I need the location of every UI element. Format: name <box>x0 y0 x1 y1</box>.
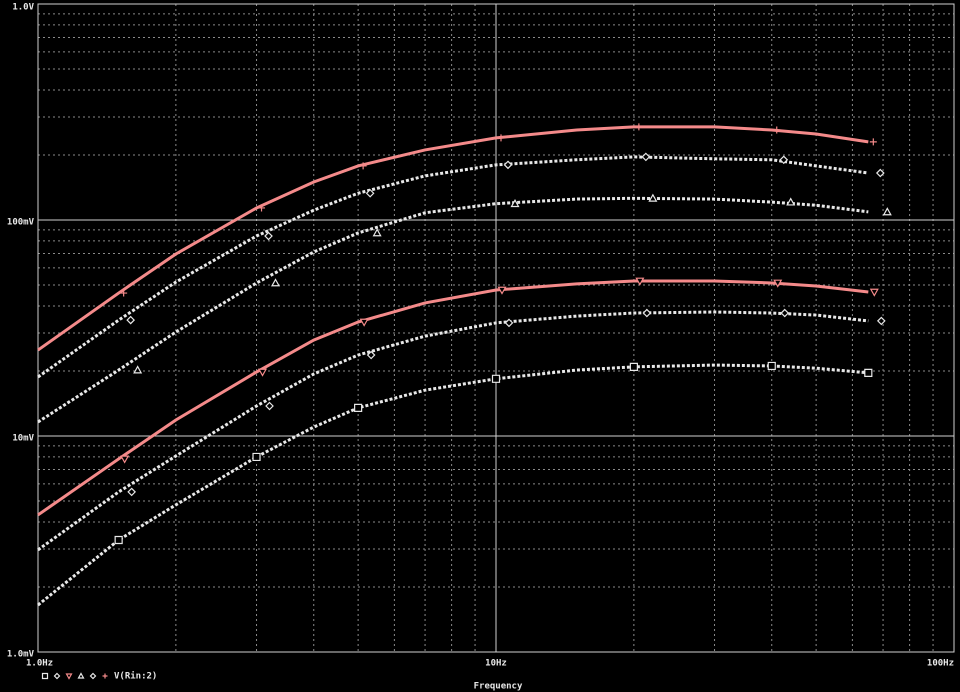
y-tick-label: 1.0V <box>12 3 34 13</box>
series-marker <box>258 204 266 212</box>
x-tick-label: 100Hz <box>927 659 954 669</box>
y-tick-label: 1.0mV <box>7 650 35 660</box>
series-marker <box>252 452 261 462</box>
series-marker <box>366 350 376 360</box>
y-tick-label: 10mV <box>12 434 34 444</box>
series-line <box>37 310 869 552</box>
series-marker <box>359 162 367 170</box>
series-marker <box>503 160 513 170</box>
series-line <box>37 279 869 517</box>
series-marker <box>120 289 128 297</box>
plot-frame <box>37 3 955 653</box>
series-marker <box>365 188 375 198</box>
x-tick-label: 10Hz <box>485 659 507 669</box>
series-marker <box>354 403 363 412</box>
series-marker <box>641 152 651 162</box>
legend-label: V(Rin:2) <box>114 671 157 682</box>
legend-symbol <box>102 673 108 679</box>
legend-symbol <box>65 673 73 680</box>
series-marker <box>504 318 514 328</box>
series-marker <box>767 361 776 371</box>
series-line <box>37 155 869 379</box>
series-marker <box>869 138 877 146</box>
series-marker <box>780 308 790 318</box>
series-marker <box>629 362 638 371</box>
series-marker <box>120 455 130 464</box>
series-marker <box>497 134 505 142</box>
series-line <box>37 125 869 352</box>
legend-symbol <box>41 672 49 680</box>
series-marker <box>497 286 507 295</box>
series-marker <box>773 126 781 134</box>
series-marker <box>779 155 789 165</box>
series-marker <box>258 368 268 377</box>
series-marker <box>359 318 369 327</box>
series-marker <box>635 277 645 286</box>
series-line <box>37 196 869 424</box>
series-marker <box>786 197 796 206</box>
series-marker <box>642 308 652 318</box>
series-marker <box>127 487 136 497</box>
series-line <box>37 363 869 607</box>
series-marker <box>265 401 274 411</box>
series-marker <box>875 168 885 178</box>
series-marker <box>510 198 520 208</box>
series-marker <box>271 278 281 287</box>
series-marker <box>648 193 658 202</box>
x-axis-label: Frequency <box>474 682 523 692</box>
series-marker <box>114 535 123 545</box>
legend-symbol <box>89 672 97 680</box>
series-marker <box>876 316 886 326</box>
y-tick-label: 100mV <box>7 218 35 228</box>
legend-symbol <box>77 672 85 679</box>
series-marker <box>773 279 783 288</box>
legend-symbol <box>53 672 61 680</box>
series-marker <box>264 231 273 241</box>
series-marker <box>491 374 501 383</box>
series-marker <box>882 207 892 216</box>
series-marker <box>133 365 143 374</box>
series-marker <box>864 368 873 377</box>
series-marker <box>869 288 879 297</box>
series-marker <box>635 123 643 131</box>
series-marker <box>372 228 382 237</box>
x-tick-label: 1.0Hz <box>26 659 53 669</box>
series-marker <box>126 315 135 325</box>
